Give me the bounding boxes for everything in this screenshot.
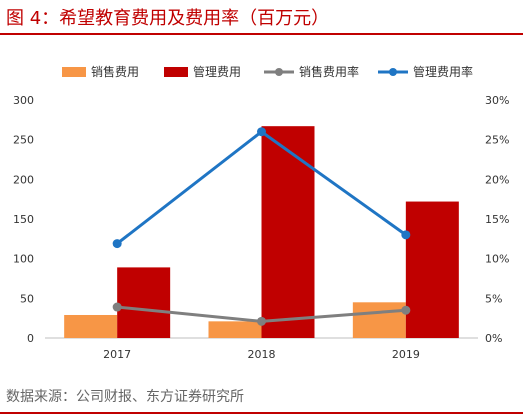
title-divider — [0, 33, 523, 35]
y-right-tick-label: 15% — [485, 213, 509, 226]
point-admin-rate — [401, 230, 411, 240]
point-admin-rate — [257, 127, 266, 137]
x-tick-label: 2017 — [103, 348, 131, 361]
point-sales-rate — [257, 316, 266, 326]
bar-sales-expense — [352, 302, 406, 338]
chart-title: 图 4：希望教育费用及费用率（百万元） — [6, 8, 330, 29]
y-left-tick-label: 150 — [13, 213, 34, 226]
y-right-tick-label: 10% — [485, 253, 509, 266]
legend-label-sales-expense: 销售费用 — [91, 64, 139, 79]
bar-admin-expense — [117, 267, 171, 338]
source-note: 数据来源：公司财报、东方证券研究所 — [6, 389, 244, 405]
footer-divider — [0, 412, 523, 414]
bar-admin-expense — [261, 126, 315, 339]
bars — [64, 126, 459, 339]
y-right-tick-label: 20% — [485, 173, 509, 186]
y-left-tick-label: 300 — [13, 94, 34, 107]
lines — [112, 127, 411, 326]
bar-sales-expense — [208, 321, 262, 338]
point-sales-rate — [401, 305, 411, 315]
axes: 0 50 100 150 200 250 300 0% 5% 10% 15% 20% 25% 30% 201… — [13, 94, 509, 361]
legend-label-admin-expense: 管理费用 — [193, 64, 241, 79]
bar-sales-expense — [64, 314, 118, 338]
y-left-tick-label: 250 — [13, 134, 34, 147]
point-sales-rate — [112, 302, 122, 312]
x-tick-label: 2018 — [248, 348, 276, 361]
legend-label-sales-rate: 销售费用率 — [299, 64, 359, 79]
y-left-tick-label: 200 — [13, 173, 34, 186]
combo-chart: 销售费用 管理费用 销售费用率 管理费用率 0 50 100 150 200 250 300 0% 5… — [13, 64, 509, 361]
x-tick-label: 2019 — [392, 348, 420, 361]
legend-label-admin-rate: 管理费用率 — [413, 64, 473, 79]
legend: 销售费用 管理费用 销售费用率 管理费用率 — [62, 64, 473, 79]
y-left-tick-label: 0 — [27, 332, 34, 345]
y-left-tick-label: 100 — [13, 253, 34, 266]
legend-swatch-admin-expense — [164, 67, 188, 77]
point-admin-rate — [112, 239, 122, 249]
legend-marker-sales-rate — [275, 68, 283, 76]
y-right-tick-label: 5% — [485, 292, 502, 305]
y-right-tick-label: 30% — [485, 94, 509, 107]
y-right-tick-label: 0% — [485, 332, 502, 345]
bar-admin-expense — [405, 201, 459, 338]
y-left-tick-label: 50 — [20, 292, 34, 305]
legend-swatch-sales-expense — [62, 67, 86, 77]
y-right-tick-label: 25% — [485, 134, 509, 147]
legend-marker-admin-rate — [389, 68, 397, 76]
